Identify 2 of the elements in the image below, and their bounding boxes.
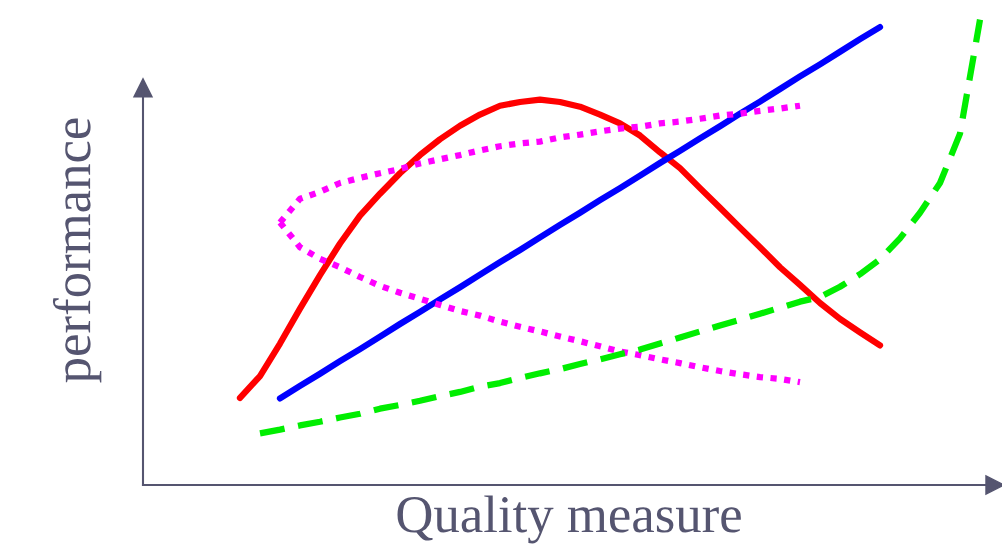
x-axis-title: Quality measure bbox=[397, 495, 741, 544]
y-axis-title: performance bbox=[52, 118, 102, 383]
